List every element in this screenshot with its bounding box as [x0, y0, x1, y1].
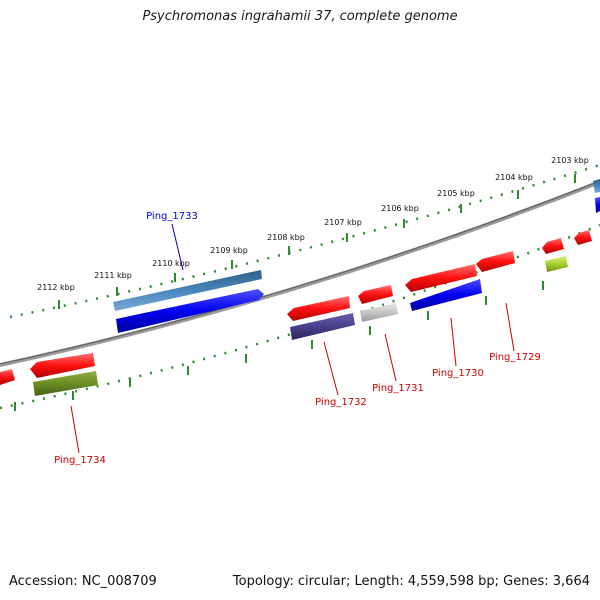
gene-label[interactable]: Ping_1731	[372, 383, 424, 394]
feature-blue[interactable]	[116, 289, 264, 333]
gene-label[interactable]: Ping_1730	[432, 368, 484, 379]
callout-lines	[70, 223, 515, 454]
scale-label: 2110 kbp	[152, 259, 190, 268]
feature-steel[interactable]	[593, 179, 600, 193]
gene-label[interactable]: Ping_1734	[54, 455, 106, 466]
scale-label: 2111 kbp	[94, 271, 132, 280]
scale-label: 2109 kbp	[210, 246, 248, 255]
scale-labels: 2103 kbp 2104 kbp 2105 kbp 2106 kbp 2107…	[37, 156, 589, 292]
features-upper	[113, 179, 600, 333]
scale-label: 2107 kbp	[324, 218, 362, 227]
scale-label: 2104 kbp	[495, 173, 533, 182]
genome-backbone	[0, 180, 600, 367]
features-red	[0, 230, 592, 385]
gene-label[interactable]: Ping_1732	[315, 397, 367, 408]
feature-red[interactable]	[476, 251, 515, 272]
feature-red[interactable]	[0, 369, 15, 385]
gene-label[interactable]: Ping_1729	[489, 352, 541, 363]
genome-backbone-edge	[0, 180, 600, 365]
feature-steel[interactable]	[113, 270, 262, 311]
scale-label: 2108 kbp	[267, 233, 305, 242]
scale-label: 2103 kbp	[551, 156, 589, 165]
gene-label[interactable]: Ping_1733	[146, 211, 198, 222]
feature-red[interactable]	[287, 296, 350, 321]
map-title: Psychromonas ingrahamii 37, complete gen…	[142, 9, 458, 24]
feature-lime[interactable]	[545, 256, 568, 272]
major-ticks	[14, 174, 576, 411]
feature-gray[interactable]	[360, 303, 398, 322]
accession-label: Accession: NC_008709	[9, 574, 157, 589]
feature-red[interactable]	[574, 230, 592, 245]
scale-label: 2105 kbp	[437, 189, 475, 198]
feature-olive[interactable]	[33, 371, 98, 396]
gene-labels: Ping_1733 Ping_1732 Ping_1731 Ping_1730 …	[54, 211, 541, 466]
scale-label: 2112 kbp	[37, 283, 75, 292]
scale-label: 2106 kbp	[381, 204, 419, 213]
feature-indigo[interactable]	[290, 313, 355, 340]
feature-red[interactable]	[542, 238, 564, 254]
feature-blue[interactable]	[595, 197, 600, 213]
feature-red[interactable]	[405, 264, 477, 292]
feature-blue[interactable]	[410, 279, 482, 311]
feature-red[interactable]	[358, 285, 393, 304]
feature-red[interactable]	[30, 353, 95, 378]
features-lower	[33, 256, 568, 396]
genome-summary: Topology: circular; Length: 4,559,598 bp…	[232, 574, 590, 589]
forward-tick-track	[9, 163, 600, 319]
